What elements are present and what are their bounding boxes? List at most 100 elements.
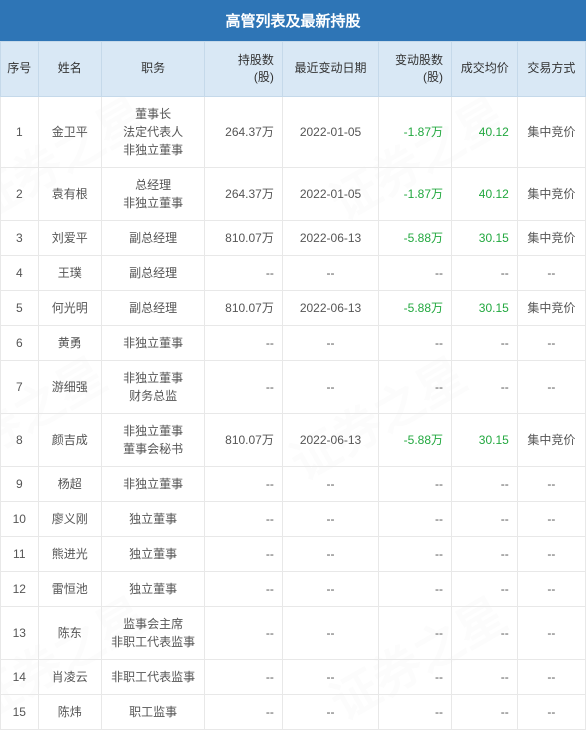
cell-position: 非独立董事 bbox=[102, 466, 205, 501]
cell-price: -- bbox=[452, 360, 518, 413]
table-row: 5何光明副总经理810.07万2022-06-13-5.88万30.15集中竞价 bbox=[1, 290, 586, 325]
cell-change: -- bbox=[379, 606, 452, 659]
cell-shares: -- bbox=[205, 360, 283, 413]
cell-shares: 810.07万 bbox=[205, 413, 283, 466]
cell-method: 集中竞价 bbox=[517, 220, 585, 255]
header-seq: 序号 bbox=[1, 42, 39, 97]
cell-date: 2022-06-13 bbox=[282, 220, 378, 255]
cell-name: 杨超 bbox=[38, 466, 101, 501]
cell-price: 30.15 bbox=[452, 413, 518, 466]
cell-position: 职工监事 bbox=[102, 694, 205, 729]
executive-holdings-table: 序号 姓名 职务 持股数 (股) 最近变动日期 变动股数 (股) 成交均价 交易… bbox=[0, 41, 586, 730]
table-row: 8颜吉成非独立董事 董事会秘书810.07万2022-06-13-5.88万30… bbox=[1, 413, 586, 466]
cell-date: 2022-01-05 bbox=[282, 96, 378, 167]
cell-change: -5.88万 bbox=[379, 290, 452, 325]
cell-change: -- bbox=[379, 360, 452, 413]
table-row: 12雷恒池独立董事---------- bbox=[1, 571, 586, 606]
cell-position: 独立董事 bbox=[102, 571, 205, 606]
cell-shares: 810.07万 bbox=[205, 290, 283, 325]
table-row: 14肖凌云非职工代表监事---------- bbox=[1, 659, 586, 694]
cell-price: -- bbox=[452, 571, 518, 606]
cell-shares: -- bbox=[205, 536, 283, 571]
cell-seq: 14 bbox=[1, 659, 39, 694]
header-date: 最近变动日期 bbox=[282, 42, 378, 97]
table-row: 9杨超非独立董事---------- bbox=[1, 466, 586, 501]
cell-seq: 8 bbox=[1, 413, 39, 466]
cell-shares: -- bbox=[205, 501, 283, 536]
cell-price: -- bbox=[452, 325, 518, 360]
cell-seq: 2 bbox=[1, 167, 39, 220]
cell-date: -- bbox=[282, 606, 378, 659]
cell-name: 陈炜 bbox=[38, 694, 101, 729]
cell-change: -5.88万 bbox=[379, 220, 452, 255]
cell-method: -- bbox=[517, 360, 585, 413]
cell-price: 40.12 bbox=[452, 167, 518, 220]
cell-shares: -- bbox=[205, 606, 283, 659]
cell-change: -- bbox=[379, 466, 452, 501]
cell-shares: 810.07万 bbox=[205, 220, 283, 255]
cell-name: 肖凌云 bbox=[38, 659, 101, 694]
cell-position: 副总经理 bbox=[102, 255, 205, 290]
cell-shares: -- bbox=[205, 325, 283, 360]
cell-shares: -- bbox=[205, 255, 283, 290]
cell-seq: 3 bbox=[1, 220, 39, 255]
header-method: 交易方式 bbox=[517, 42, 585, 97]
cell-change: -- bbox=[379, 571, 452, 606]
cell-name: 金卫平 bbox=[38, 96, 101, 167]
cell-date: -- bbox=[282, 571, 378, 606]
cell-seq: 1 bbox=[1, 96, 39, 167]
cell-position: 监事会主席 非职工代表监事 bbox=[102, 606, 205, 659]
cell-price: -- bbox=[452, 694, 518, 729]
cell-method: -- bbox=[517, 659, 585, 694]
cell-change: -1.87万 bbox=[379, 96, 452, 167]
table-row: 6黄勇非独立董事---------- bbox=[1, 325, 586, 360]
cell-name: 颜吉成 bbox=[38, 413, 101, 466]
table-row: 15陈炜职工监事---------- bbox=[1, 694, 586, 729]
cell-seq: 13 bbox=[1, 606, 39, 659]
cell-name: 王璞 bbox=[38, 255, 101, 290]
cell-position: 独立董事 bbox=[102, 501, 205, 536]
cell-change: -- bbox=[379, 536, 452, 571]
cell-position: 非独立董事 财务总监 bbox=[102, 360, 205, 413]
cell-name: 袁有根 bbox=[38, 167, 101, 220]
cell-seq: 5 bbox=[1, 290, 39, 325]
cell-name: 何光明 bbox=[38, 290, 101, 325]
cell-seq: 4 bbox=[1, 255, 39, 290]
table-row: 3刘爱平副总经理810.07万2022-06-13-5.88万30.15集中竞价 bbox=[1, 220, 586, 255]
header-position: 职务 bbox=[102, 42, 205, 97]
cell-shares: 264.37万 bbox=[205, 167, 283, 220]
header-shares: 持股数 (股) bbox=[205, 42, 283, 97]
cell-method: 集中竞价 bbox=[517, 96, 585, 167]
cell-seq: 11 bbox=[1, 536, 39, 571]
cell-shares: -- bbox=[205, 466, 283, 501]
cell-position: 非职工代表监事 bbox=[102, 659, 205, 694]
cell-date: 2022-06-13 bbox=[282, 290, 378, 325]
cell-name: 廖义刚 bbox=[38, 501, 101, 536]
cell-price: -- bbox=[452, 536, 518, 571]
cell-shares: 264.37万 bbox=[205, 96, 283, 167]
cell-position: 非独立董事 bbox=[102, 325, 205, 360]
header-row: 序号 姓名 职务 持股数 (股) 最近变动日期 变动股数 (股) 成交均价 交易… bbox=[1, 42, 586, 97]
table-row: 13陈东监事会主席 非职工代表监事---------- bbox=[1, 606, 586, 659]
table-title: 高管列表及最新持股 bbox=[0, 0, 586, 41]
cell-method: -- bbox=[517, 694, 585, 729]
cell-method: 集中竞价 bbox=[517, 290, 585, 325]
cell-position: 独立董事 bbox=[102, 536, 205, 571]
cell-change: -- bbox=[379, 659, 452, 694]
cell-seq: 9 bbox=[1, 466, 39, 501]
cell-method: -- bbox=[517, 536, 585, 571]
table-row: 11熊进光独立董事---------- bbox=[1, 536, 586, 571]
cell-price: 30.15 bbox=[452, 290, 518, 325]
cell-change: -- bbox=[379, 325, 452, 360]
cell-position: 非独立董事 董事会秘书 bbox=[102, 413, 205, 466]
cell-date: -- bbox=[282, 325, 378, 360]
cell-name: 熊进光 bbox=[38, 536, 101, 571]
table-row: 2袁有根总经理 非独立董事264.37万2022-01-05-1.87万40.1… bbox=[1, 167, 586, 220]
header-price: 成交均价 bbox=[452, 42, 518, 97]
cell-date: 2022-01-05 bbox=[282, 167, 378, 220]
cell-method: -- bbox=[517, 325, 585, 360]
header-change: 变动股数 (股) bbox=[379, 42, 452, 97]
cell-name: 雷恒池 bbox=[38, 571, 101, 606]
cell-method: -- bbox=[517, 501, 585, 536]
cell-date: -- bbox=[282, 360, 378, 413]
